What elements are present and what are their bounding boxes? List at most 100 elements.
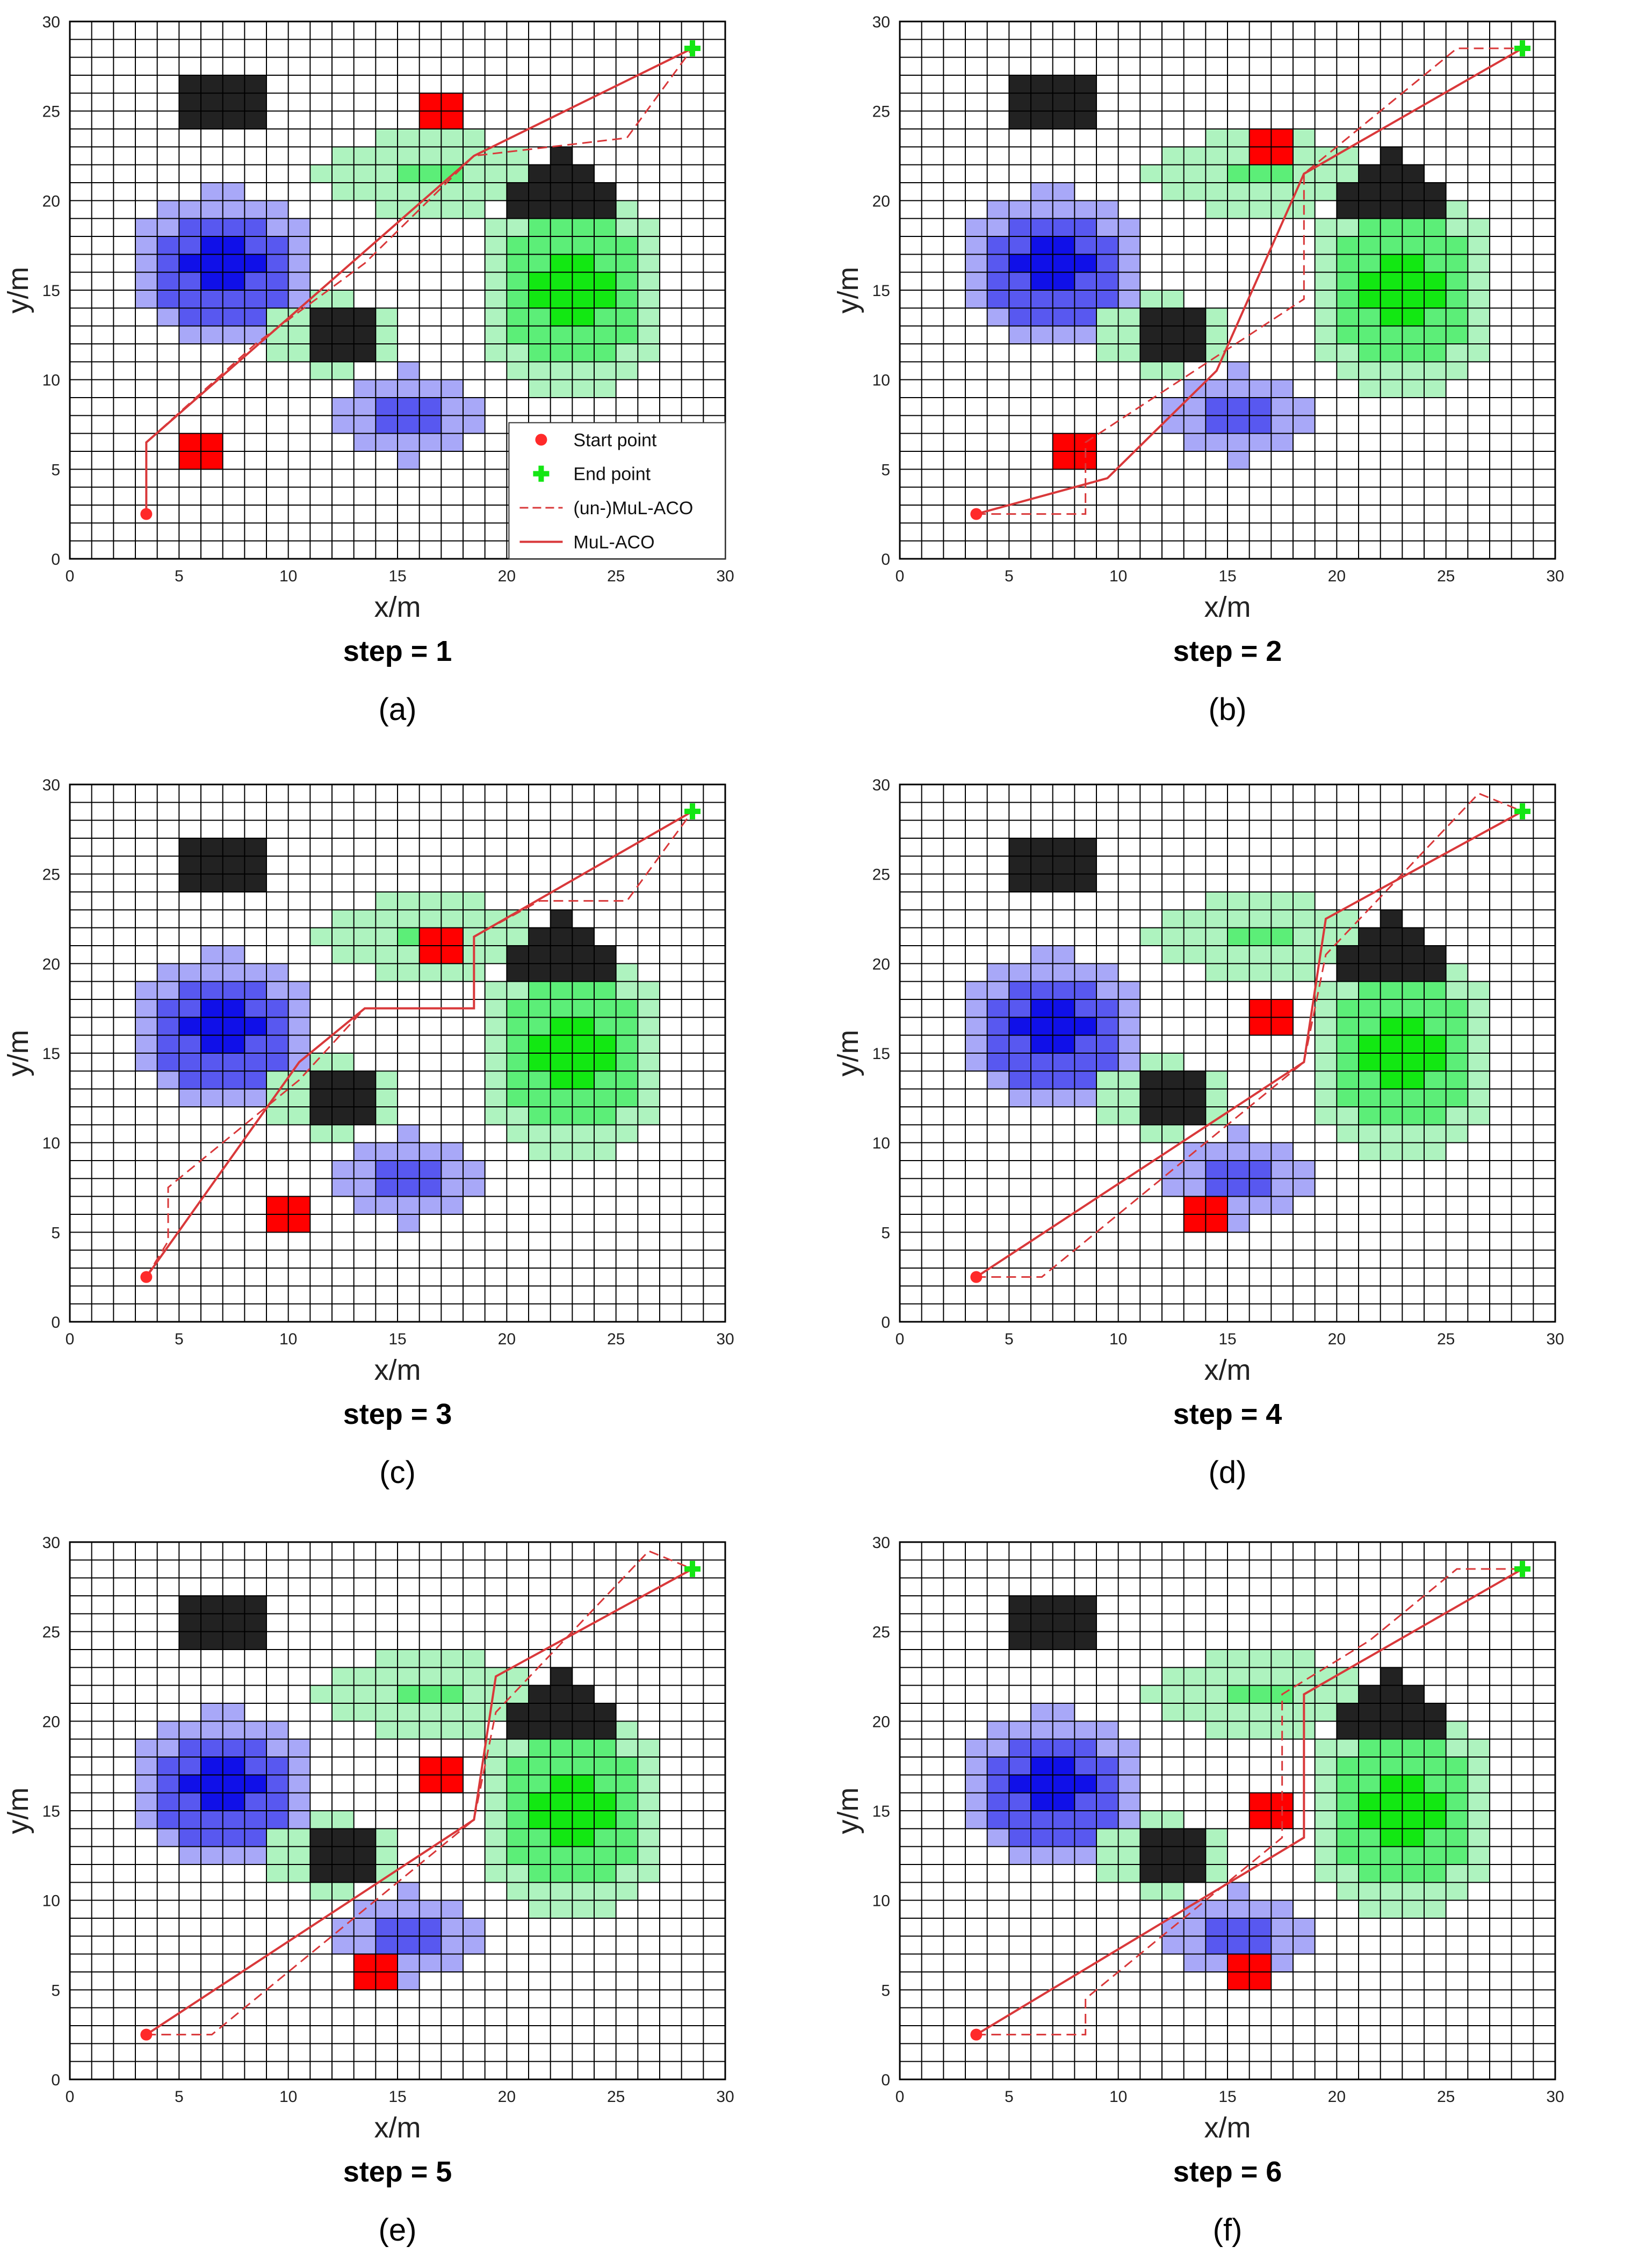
static-obstacle-cell bbox=[1009, 856, 1031, 875]
green-field-cell bbox=[376, 1864, 398, 1883]
blue-field-cell bbox=[1183, 415, 1206, 434]
static-obstacle-cell bbox=[1162, 326, 1185, 344]
green-field-cell bbox=[419, 129, 442, 147]
y-tick-label: 20 bbox=[872, 192, 890, 210]
green-field-cell bbox=[485, 147, 507, 165]
blue-field-cell bbox=[1271, 1936, 1294, 1955]
blue-field-cell bbox=[288, 1739, 311, 1758]
blue-field-cell bbox=[1271, 1900, 1294, 1919]
static-obstacle-cell bbox=[1140, 1846, 1163, 1865]
blue-field-cell bbox=[1009, 290, 1031, 308]
blue-field-cell bbox=[1031, 218, 1053, 237]
green-field-cell bbox=[1228, 164, 1250, 183]
blue-field-cell bbox=[157, 1757, 179, 1775]
green-field-cell bbox=[1183, 1703, 1206, 1722]
blue-field-cell bbox=[1074, 218, 1097, 237]
green-field-cell bbox=[441, 963, 464, 982]
green-field-cell bbox=[1293, 963, 1316, 982]
static-obstacle-cell bbox=[529, 927, 551, 946]
green-field-cell bbox=[616, 1882, 638, 1901]
green-field-cell bbox=[1337, 308, 1359, 327]
green-field-cell bbox=[441, 129, 464, 147]
blue-field-cell bbox=[1009, 1757, 1031, 1775]
green-field-cell bbox=[529, 1811, 551, 1829]
blue-field-cell bbox=[266, 1811, 289, 1829]
green-field-cell bbox=[1249, 1703, 1272, 1722]
green-field-cell bbox=[1205, 200, 1228, 219]
green-field-cell bbox=[638, 1107, 660, 1125]
static-obstacle-cell bbox=[1074, 111, 1097, 129]
blue-field-cell bbox=[1009, 1071, 1031, 1090]
static-obstacle-cell bbox=[507, 1703, 529, 1722]
green-field-cell bbox=[638, 290, 660, 308]
green-field-cell bbox=[594, 326, 617, 344]
blue-field-cell bbox=[179, 1846, 201, 1865]
static-obstacle-cell bbox=[1074, 1614, 1097, 1632]
green-field-cell bbox=[1446, 1017, 1468, 1036]
blue-field-cell bbox=[157, 1792, 179, 1811]
blue-field-cell bbox=[1096, 1017, 1119, 1036]
blue-field-cell bbox=[1096, 963, 1119, 982]
plot-frame bbox=[69, 1541, 726, 2080]
green-field-cell bbox=[1337, 362, 1359, 380]
green-field-cell bbox=[1424, 1071, 1447, 1090]
static-obstacle-cell bbox=[332, 308, 355, 327]
green-field-cell bbox=[1315, 1792, 1337, 1811]
green-field-cell bbox=[376, 1650, 398, 1668]
green-field-cell bbox=[572, 344, 595, 362]
blue-field-cell bbox=[965, 290, 988, 308]
blue-field-cell bbox=[353, 415, 376, 434]
blue-field-cell bbox=[135, 1017, 158, 1036]
blue-field-cell bbox=[222, 1846, 245, 1865]
green-field-cell bbox=[1380, 236, 1403, 255]
step-caption: step = 1 bbox=[343, 635, 452, 667]
green-field-cell bbox=[1140, 1125, 1163, 1143]
green-field-cell bbox=[1271, 910, 1294, 928]
static-obstacle-cell bbox=[1380, 1703, 1403, 1722]
blue-field-cell bbox=[1074, 290, 1097, 308]
green-field-cell bbox=[1205, 963, 1228, 982]
x-tick-label: 30 bbox=[1546, 567, 1564, 585]
green-field-cell bbox=[1337, 1053, 1359, 1071]
green-field-cell bbox=[310, 164, 333, 183]
blue-field-cell bbox=[157, 999, 179, 1018]
blue-field-cell bbox=[1271, 1954, 1294, 1972]
blue-field-cell bbox=[1162, 1178, 1185, 1197]
green-field-cell bbox=[572, 1739, 595, 1758]
green-field-cell bbox=[1402, 1071, 1425, 1090]
green-field-cell bbox=[1337, 1125, 1359, 1143]
green-field-cell bbox=[1315, 1757, 1337, 1775]
green-field-cell bbox=[1402, 272, 1425, 291]
static-obstacle-cell bbox=[550, 1685, 573, 1704]
green-field-cell bbox=[266, 344, 289, 362]
green-field-cell bbox=[1249, 183, 1272, 201]
green-field-cell bbox=[441, 147, 464, 165]
x-tick-label: 10 bbox=[279, 1330, 297, 1348]
green-field-cell bbox=[1359, 290, 1381, 308]
x-tick-label: 5 bbox=[175, 1330, 184, 1348]
green-field-cell bbox=[1359, 1035, 1381, 1054]
blue-field-cell bbox=[244, 1846, 267, 1865]
blue-field-cell bbox=[987, 981, 1009, 1000]
green-field-cell bbox=[419, 963, 442, 982]
green-field-cell bbox=[1337, 344, 1359, 362]
static-obstacle-cell bbox=[201, 1631, 223, 1650]
blue-field-cell bbox=[1074, 1846, 1097, 1865]
green-field-cell bbox=[1293, 946, 1316, 964]
y-tick-label: 20 bbox=[42, 1713, 60, 1731]
static-obstacle-cell bbox=[550, 164, 573, 183]
green-field-cell bbox=[594, 218, 617, 237]
blue-field-cell bbox=[157, 981, 179, 1000]
static-obstacle-cell bbox=[1009, 111, 1031, 129]
green-field-cell bbox=[507, 272, 529, 291]
static-obstacle-cell bbox=[1359, 183, 1381, 201]
green-field-cell bbox=[1359, 1142, 1381, 1161]
green-field-cell bbox=[1446, 236, 1468, 255]
x-tick-label: 25 bbox=[607, 2088, 625, 2106]
green-field-cell bbox=[1359, 981, 1381, 1000]
green-field-cell bbox=[1249, 1685, 1272, 1704]
y-tick-label: 5 bbox=[881, 1982, 890, 1999]
green-field-cell bbox=[1468, 1017, 1490, 1036]
